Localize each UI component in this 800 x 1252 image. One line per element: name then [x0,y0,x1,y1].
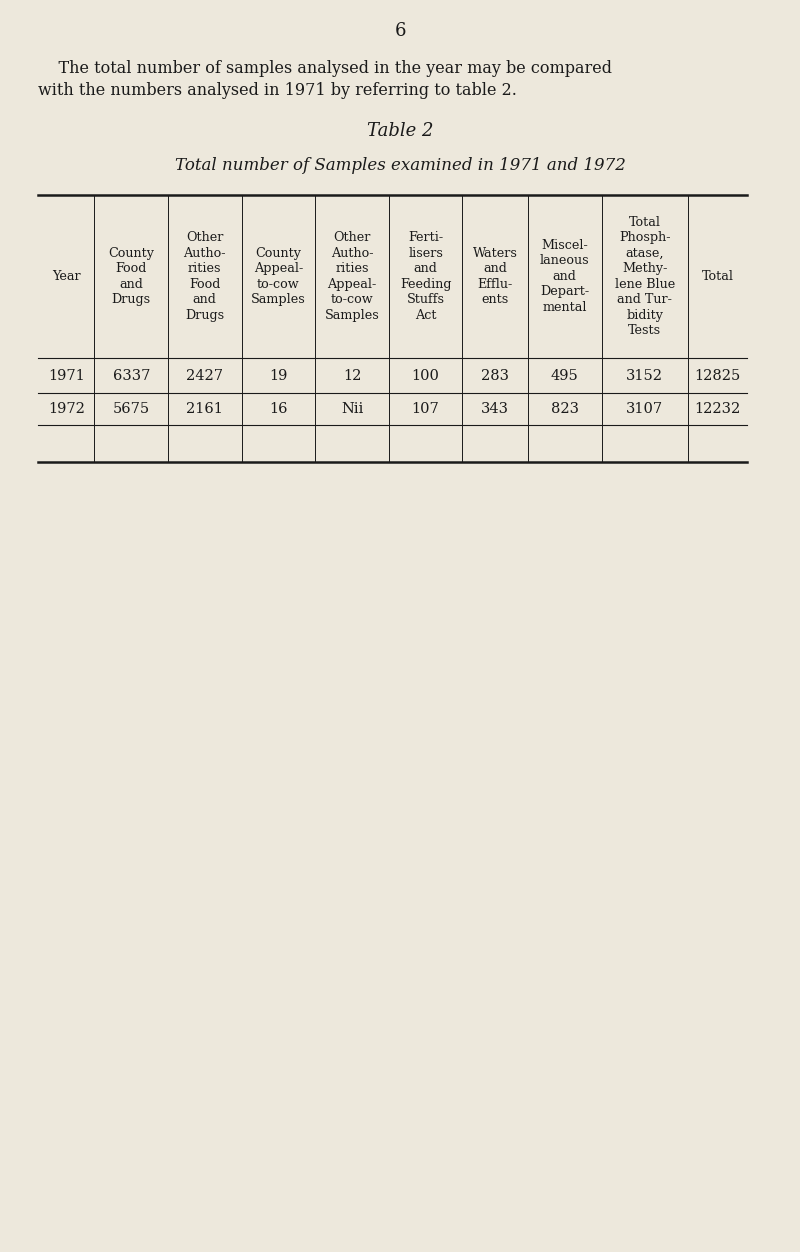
Text: Total: Total [702,270,734,283]
Text: Total
Phosph-
atase,
Methy-
lene Blue
and Tur-
bidity
Tests: Total Phosph- atase, Methy- lene Blue an… [614,215,675,337]
Text: Other
Autho-
rities
Food
and
Drugs: Other Autho- rities Food and Drugs [183,232,226,322]
Text: 12825: 12825 [694,368,741,383]
Text: Total number of Samples examined in 1971 and 1972: Total number of Samples examined in 1971… [174,156,626,174]
Text: 16: 16 [269,402,288,416]
Text: Waters
and
Efflu-
ents: Waters and Efflu- ents [473,247,518,307]
Text: Year: Year [52,270,81,283]
Text: 283: 283 [482,368,509,383]
Text: 100: 100 [412,368,439,383]
Text: with the numbers analysed in 1971 by referring to table 2.: with the numbers analysed in 1971 by ref… [38,81,518,99]
Text: 2161: 2161 [186,402,223,416]
Text: 495: 495 [551,368,578,383]
Text: Nii: Nii [341,402,363,416]
Text: 3152: 3152 [626,368,663,383]
Text: County
Food
and
Drugs: County Food and Drugs [108,247,154,307]
Text: 19: 19 [270,368,287,383]
Text: The total number of samples analysed in the year may be compared: The total number of samples analysed in … [38,60,613,78]
Text: 1972: 1972 [48,402,85,416]
Text: 823: 823 [550,402,578,416]
Text: 1971: 1971 [48,368,85,383]
Text: Ferti-
lisers
and
Feeding
Stuffs
Act: Ferti- lisers and Feeding Stuffs Act [400,232,451,322]
Text: 12232: 12232 [694,402,741,416]
Text: Table 2: Table 2 [366,121,434,140]
Text: 3107: 3107 [626,402,663,416]
Text: 6: 6 [394,23,406,40]
Text: County
Appeal-
to-cow
Samples: County Appeal- to-cow Samples [251,247,306,307]
Text: 2427: 2427 [186,368,223,383]
Text: 107: 107 [412,402,439,416]
Text: Other
Autho-
rities
Appeal-
to-cow
Samples: Other Autho- rities Appeal- to-cow Sampl… [325,232,379,322]
Text: 12: 12 [343,368,361,383]
Text: Miscel-
laneous
and
Depart-
mental: Miscel- laneous and Depart- mental [540,239,590,314]
Text: 6337: 6337 [113,368,150,383]
Text: 343: 343 [482,402,509,416]
Text: 5675: 5675 [113,402,150,416]
